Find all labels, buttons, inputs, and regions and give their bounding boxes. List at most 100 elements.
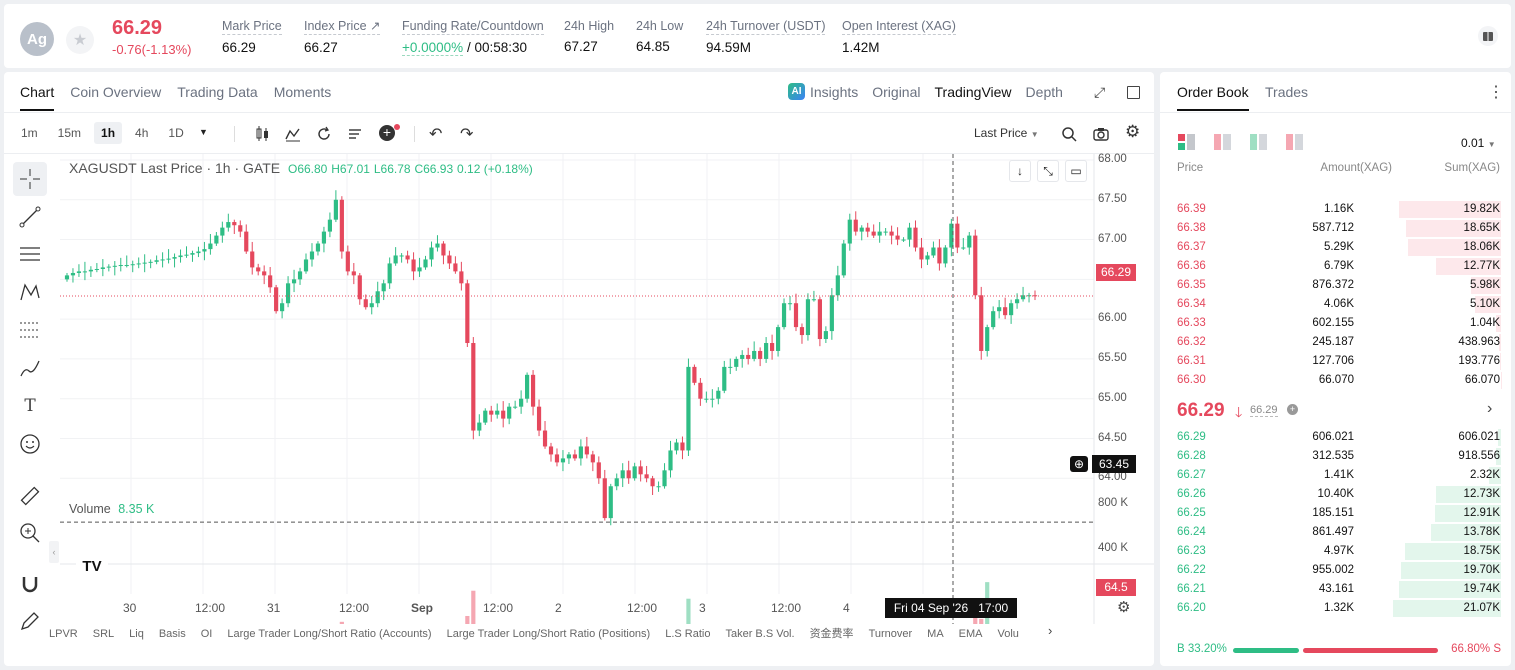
prediction-tool-icon[interactable] <box>13 313 47 347</box>
ruler-tool-icon[interactable] <box>13 479 47 513</box>
expand-icon[interactable]: ⤢ <box>1094 84 1106 100</box>
indicator-item[interactable]: Large Trader Long/Short Ratio (Accounts) <box>227 628 432 640</box>
bid-row[interactable]: 66.23 4.97K 18.75K <box>1160 542 1511 561</box>
redo-icon[interactable]: ↷ <box>460 126 474 143</box>
scroll-down-icon[interactable]: ↓ <box>1009 160 1031 182</box>
ask-row[interactable]: 66.34 4.06K 5.10K <box>1160 295 1511 314</box>
window-icon[interactable] <box>1127 86 1140 99</box>
ask-row[interactable]: 66.37 5.29K 18.06K <box>1160 238 1511 257</box>
emoji-tool-icon[interactable] <box>13 427 47 461</box>
ask-row[interactable]: 66.33 602.155 1.04K <box>1160 314 1511 333</box>
ask-row[interactable]: 66.32 245.187 438.963 <box>1160 333 1511 352</box>
favorite-star-icon[interactable]: ★ <box>66 26 94 54</box>
book-large-icon[interactable] <box>1286 134 1304 150</box>
zoom-in-icon[interactable] <box>13 516 47 550</box>
tf-1m[interactable]: 1m <box>21 126 38 140</box>
indicator-item[interactable]: LPVR <box>49 628 78 640</box>
book-icon[interactable] <box>1478 26 1498 46</box>
price-type-select[interactable]: Last Price ▼ <box>974 126 1039 140</box>
indicator-item[interactable]: Taker B.S Vol. <box>725 628 795 640</box>
tab-depth[interactable]: Depth <box>1025 84 1063 100</box>
search-icon[interactable] <box>1061 126 1077 142</box>
stat-funding-rate[interactable]: Funding Rate/Countdown +0.0000% / 00:58:… <box>402 19 544 56</box>
indicator-item[interactable]: 资金费率 <box>809 628 854 640</box>
ask-row[interactable]: 66.36 6.79K 12.77K <box>1160 257 1511 276</box>
tab-coin-overview[interactable]: Coin Overview <box>70 84 162 100</box>
book-asks-icon[interactable] <box>1214 134 1232 150</box>
tab-trades[interactable]: Trades <box>1265 84 1309 100</box>
indicators-icon[interactable] <box>285 126 301 142</box>
compare-icon[interactable] <box>316 126 332 142</box>
add-alert-icon[interactable]: ⊕ <box>1070 456 1088 472</box>
indicator-item[interactable]: MA <box>927 628 944 640</box>
indicator-item[interactable]: L.S Ratio <box>665 628 711 640</box>
bid-row[interactable]: 66.21 43.161 19.74K <box>1160 580 1511 599</box>
ask-row[interactable]: 66.35 876.372 5.98K <box>1160 276 1511 295</box>
bid-row[interactable]: 66.27 1.41K 2.32K <box>1160 466 1511 485</box>
collapse-toolbar-icon[interactable]: ‹ <box>49 541 59 563</box>
more-options-icon[interactable]: ⋮ <box>1488 84 1504 101</box>
mark-price-small[interactable]: 66.29 <box>1250 404 1278 417</box>
add-plus-icon[interactable]: + <box>379 125 395 141</box>
bid-row[interactable]: 66.28 312.535 918.556 <box>1160 447 1511 466</box>
ask-row[interactable]: 66.30 66.070 66.070 <box>1160 371 1511 390</box>
bid-row[interactable]: 66.25 185.151 12.91K <box>1160 504 1511 523</box>
candle-type-icon[interactable] <box>254 126 270 142</box>
more-indicators-icon[interactable]: › <box>1048 623 1053 638</box>
indicator-item[interactable]: Large Trader Long/Short Ratio (Positions… <box>446 628 651 640</box>
tab-order-book[interactable]: Order Book <box>1177 84 1249 111</box>
tab-tradingview[interactable]: TradingView <box>934 84 1012 100</box>
book-bids-icon[interactable] <box>1250 134 1268 150</box>
bid-row[interactable]: 66.20 1.32K 21.07K <box>1160 599 1511 618</box>
undo-icon[interactable]: ↶ <box>429 126 443 143</box>
tf-1d[interactable]: 1D <box>168 126 184 140</box>
layout-icon[interactable]: ▭ <box>1065 160 1087 182</box>
indicator-item[interactable]: Turnover <box>868 628 913 640</box>
indicator-item[interactable]: OI <box>200 628 213 640</box>
indicator-item[interactable]: EMA <box>958 628 983 640</box>
tab-chart[interactable]: Chart <box>20 84 55 111</box>
candle-body <box>142 262 147 264</box>
tf-1h[interactable]: 1h <box>94 122 123 144</box>
tab-trading-data[interactable]: Trading Data <box>177 84 258 100</box>
candle-body <box>614 478 619 487</box>
magnet-icon[interactable] <box>13 567 47 601</box>
indicator-item[interactable]: Basis <box>158 628 186 640</box>
tab-insights[interactable]: Insights <box>810 84 859 100</box>
tf-4h[interactable]: 4h <box>135 126 149 140</box>
ask-row[interactable]: 66.31 127.706 193.776 <box>1160 352 1511 371</box>
ask-row[interactable]: 66.38 587.712 18.65K <box>1160 219 1511 238</box>
brush-tool-icon[interactable] <box>13 351 47 385</box>
indicator-item[interactable]: SRL <box>92 628 115 640</box>
crosshair-tool-icon[interactable] <box>13 162 47 196</box>
indicator-item[interactable]: Liq <box>129 628 144 640</box>
precision-select[interactable]: 0.01 ▼ <box>1461 136 1496 150</box>
tab-original[interactable]: Original <box>872 84 921 100</box>
indicator-item[interactable]: Volu <box>997 628 1019 640</box>
templates-icon[interactable] <box>347 126 363 142</box>
chart-settings-icon[interactable]: ⚙ <box>1117 599 1131 616</box>
stat-24h-turnover[interactable]: 24h Turnover (USDT) 94.59M <box>706 19 826 55</box>
chevron-right-icon[interactable]: › <box>1487 400 1493 417</box>
bid-row[interactable]: 66.26 10.40K 12.73K <box>1160 485 1511 504</box>
tab-moments[interactable]: Moments <box>273 84 332 100</box>
stat-open-interest[interactable]: Open Interest (XAG) 1.42M <box>842 19 956 55</box>
trendline-tool-icon[interactable] <box>13 200 47 234</box>
stat-mark-price[interactable]: Mark Price 66.29 <box>222 19 282 55</box>
book-both-icon[interactable] <box>1178 134 1196 150</box>
bid-row[interactable]: 66.24 861.497 13.78K <box>1160 523 1511 542</box>
stat-index-price[interactable]: Index Price ↗ 66.27 <box>304 19 381 55</box>
fib-tool-icon[interactable] <box>13 237 47 271</box>
timeframe-dropdown-icon[interactable]: ▼ <box>199 127 208 137</box>
tf-15m[interactable]: 15m <box>57 126 82 140</box>
candlestick-chart[interactable] <box>60 154 1154 624</box>
camera-icon[interactable] <box>1093 126 1109 142</box>
bid-row[interactable]: 66.29 606.021 606.021 <box>1160 428 1511 447</box>
settings-gear-icon[interactable]: ⚙ <box>1125 122 1141 141</box>
pattern-tool-icon[interactable] <box>13 275 47 309</box>
bid-row[interactable]: 66.22 955.002 19.70K <box>1160 561 1511 580</box>
collapse-icon[interactable]: ⤡ <box>1037 160 1059 182</box>
ask-row[interactable]: 66.39 1.16K 19.82K <box>1160 200 1511 219</box>
text-tool-icon[interactable]: T <box>24 396 36 416</box>
pencil-icon[interactable] <box>13 604 47 638</box>
